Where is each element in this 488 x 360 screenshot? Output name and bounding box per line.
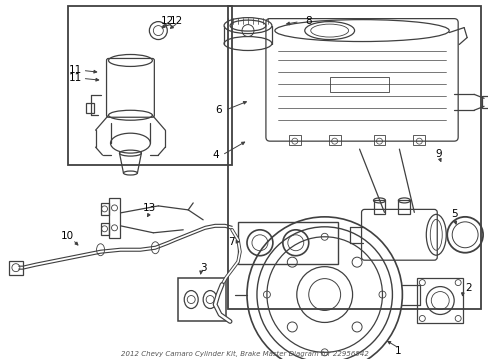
- Text: 8: 8: [304, 15, 311, 26]
- Bar: [67, 6, 232, 165]
- Text: 12: 12: [160, 15, 173, 26]
- Bar: [412, 135, 425, 145]
- Bar: [101, 203, 108, 215]
- Text: 2012 Chevy Camaro Cylinder Kit, Brake Master Diagram for 22956542: 2012 Chevy Camaro Cylinder Kit, Brake Ma…: [121, 351, 367, 357]
- Text: 3: 3: [200, 263, 206, 273]
- Bar: [9, 261, 23, 275]
- Bar: [85, 103, 93, 113]
- Bar: [373, 135, 385, 145]
- Text: 10: 10: [61, 231, 74, 241]
- Bar: [101, 223, 108, 235]
- Text: 1: 1: [394, 346, 400, 356]
- Text: 12: 12: [170, 15, 183, 26]
- Bar: [110, 123, 150, 145]
- Text: 5: 5: [450, 209, 457, 219]
- Bar: [481, 96, 488, 108]
- Bar: [227, 6, 480, 310]
- Text: 6: 6: [215, 105, 221, 115]
- Bar: [329, 77, 388, 92]
- Bar: [238, 222, 337, 264]
- Text: 2: 2: [464, 283, 471, 293]
- Text: 13: 13: [142, 203, 155, 213]
- Text: 7: 7: [227, 237, 234, 247]
- Bar: [288, 135, 300, 145]
- Bar: [398, 201, 409, 214]
- Text: 11: 11: [68, 66, 82, 76]
- Bar: [416, 278, 462, 323]
- Text: 9: 9: [434, 149, 441, 159]
- Bar: [373, 201, 385, 214]
- Text: 11: 11: [68, 73, 82, 84]
- Bar: [328, 135, 340, 145]
- Bar: [108, 198, 120, 238]
- Text: 4: 4: [212, 150, 218, 160]
- Bar: [178, 278, 225, 321]
